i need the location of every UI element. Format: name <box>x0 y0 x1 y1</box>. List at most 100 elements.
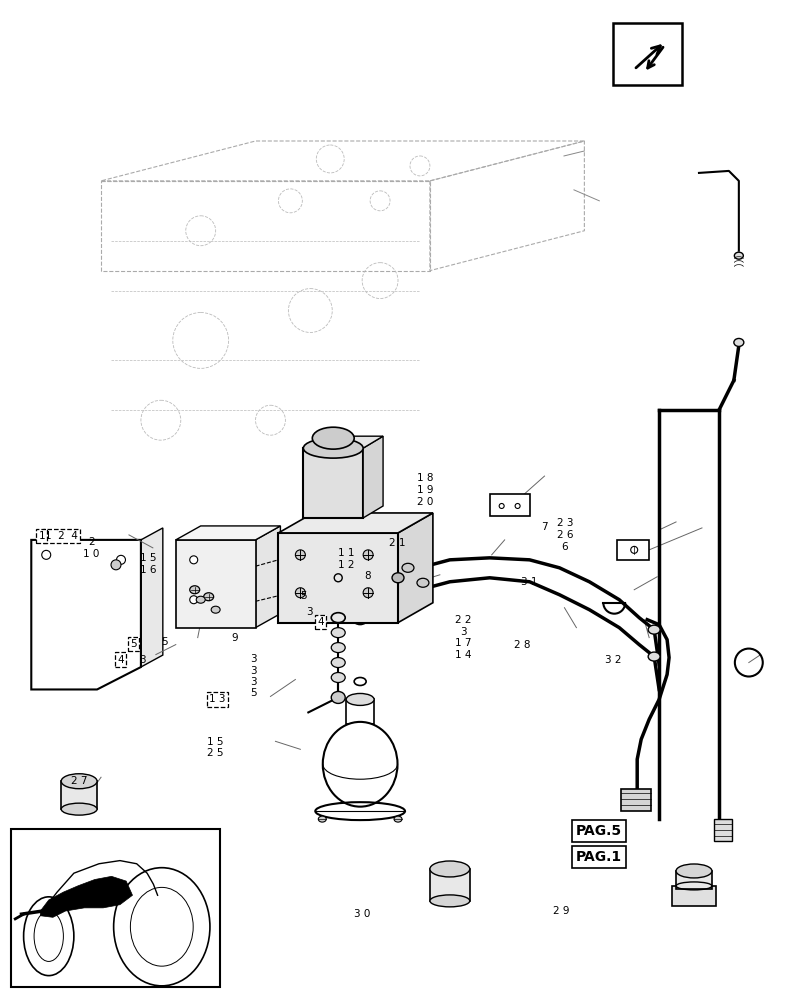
Text: 2 7: 2 7 <box>71 776 88 786</box>
Text: 8: 8 <box>364 571 371 581</box>
Text: 2 3
2 6
6: 2 3 2 6 6 <box>557 518 574 552</box>
Bar <box>61 781 97 809</box>
Text: 1  2  4: 1 2 4 <box>45 531 78 541</box>
Ellipse shape <box>322 722 398 807</box>
Ellipse shape <box>346 693 374 705</box>
Bar <box>676 871 712 889</box>
Text: PAG.5: PAG.5 <box>576 824 622 838</box>
Ellipse shape <box>430 895 469 907</box>
Text: PAG.1: PAG.1 <box>576 850 622 864</box>
Ellipse shape <box>392 573 404 583</box>
Text: 2 2
3
1 7
1 4: 2 2 3 1 7 1 4 <box>456 615 472 660</box>
Text: 2 1: 2 1 <box>389 538 406 548</box>
Ellipse shape <box>499 503 504 508</box>
Polygon shape <box>363 436 383 518</box>
Text: 2
1 0: 2 1 0 <box>83 537 99 559</box>
Ellipse shape <box>61 803 97 815</box>
Ellipse shape <box>402 563 414 572</box>
Text: 1 3: 1 3 <box>209 694 225 704</box>
Ellipse shape <box>196 596 205 603</box>
Ellipse shape <box>61 774 97 789</box>
Ellipse shape <box>190 586 200 594</box>
Ellipse shape <box>116 555 125 564</box>
Text: 1 5
2 5: 1 5 2 5 <box>207 737 223 758</box>
Bar <box>279 533 398 623</box>
Text: 1 5
1 6: 1 5 1 6 <box>141 553 157 575</box>
Ellipse shape <box>363 588 373 598</box>
Bar <box>672 886 716 906</box>
Polygon shape <box>398 513 433 623</box>
Bar <box>430 869 469 901</box>
Bar <box>621 789 651 811</box>
Bar <box>303 448 363 518</box>
Polygon shape <box>40 876 133 917</box>
Ellipse shape <box>211 606 220 613</box>
Polygon shape <box>279 513 433 533</box>
Text: 3 1: 3 1 <box>520 577 537 587</box>
Ellipse shape <box>331 691 345 703</box>
Text: 4: 4 <box>317 617 323 627</box>
Ellipse shape <box>296 550 305 560</box>
Ellipse shape <box>331 628 345 638</box>
Polygon shape <box>176 526 280 540</box>
Ellipse shape <box>296 588 305 598</box>
Text: 3: 3 <box>139 655 145 665</box>
Bar <box>613 23 682 85</box>
Ellipse shape <box>23 897 74 976</box>
Bar <box>490 494 529 516</box>
Ellipse shape <box>516 503 520 508</box>
Ellipse shape <box>734 338 744 346</box>
Text: 1 8
1 9
2 0: 1 8 1 9 2 0 <box>417 473 433 507</box>
Ellipse shape <box>331 643 345 653</box>
Ellipse shape <box>734 252 743 259</box>
Ellipse shape <box>42 550 51 559</box>
Ellipse shape <box>676 864 712 878</box>
Text: 5: 5 <box>161 637 167 647</box>
Text: 7: 7 <box>541 522 548 532</box>
Text: 2 9: 2 9 <box>553 906 570 916</box>
Text: 3: 3 <box>306 607 314 617</box>
Ellipse shape <box>313 427 354 449</box>
Ellipse shape <box>417 578 429 587</box>
Ellipse shape <box>353 615 367 625</box>
Bar <box>346 699 374 724</box>
Ellipse shape <box>111 560 121 570</box>
Polygon shape <box>255 526 280 628</box>
Text: 1 1
1 2: 1 1 1 2 <box>338 548 354 570</box>
Ellipse shape <box>204 593 213 601</box>
Bar <box>617 540 649 560</box>
Text: 3 0: 3 0 <box>354 909 370 919</box>
Text: 5: 5 <box>130 639 137 649</box>
Bar <box>714 819 732 841</box>
Ellipse shape <box>394 816 402 822</box>
Ellipse shape <box>190 596 198 604</box>
Text: 1: 1 <box>38 531 45 541</box>
Polygon shape <box>303 436 383 448</box>
Ellipse shape <box>353 595 367 605</box>
Ellipse shape <box>34 911 63 961</box>
Text: 3: 3 <box>250 666 257 676</box>
Text: 9: 9 <box>232 633 238 643</box>
Ellipse shape <box>114 868 210 986</box>
Text: 5: 5 <box>300 591 307 601</box>
Bar <box>11 829 221 987</box>
Ellipse shape <box>631 546 638 553</box>
Text: 2 8: 2 8 <box>514 640 531 650</box>
Bar <box>176 540 255 628</box>
Ellipse shape <box>363 550 373 560</box>
Polygon shape <box>32 540 141 689</box>
Ellipse shape <box>303 438 363 458</box>
Ellipse shape <box>648 652 660 661</box>
Ellipse shape <box>331 658 345 668</box>
Text: 3 2: 3 2 <box>605 655 621 665</box>
Ellipse shape <box>130 887 193 966</box>
Polygon shape <box>141 528 163 667</box>
Ellipse shape <box>430 861 469 877</box>
Ellipse shape <box>331 673 345 682</box>
Text: 4: 4 <box>117 655 124 665</box>
Ellipse shape <box>190 556 198 564</box>
Text: 3: 3 <box>250 654 257 664</box>
Ellipse shape <box>648 625 660 634</box>
Text: 3
5: 3 5 <box>250 677 257 698</box>
Ellipse shape <box>318 816 326 822</box>
